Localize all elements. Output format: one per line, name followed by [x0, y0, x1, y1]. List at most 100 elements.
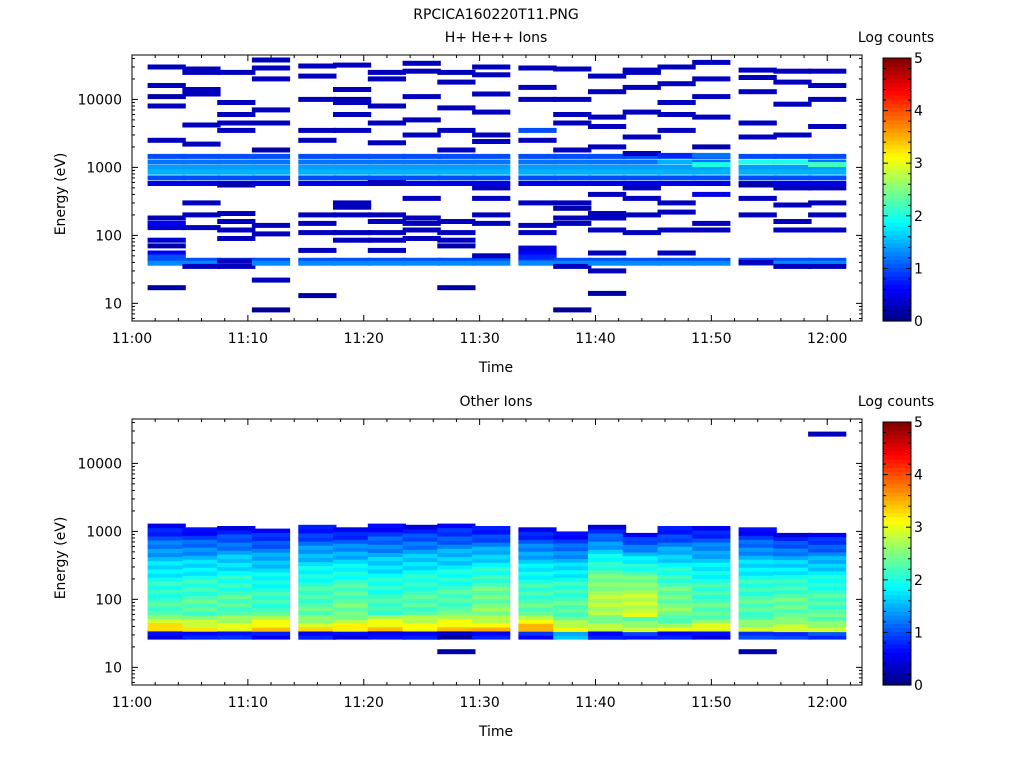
heatmap-cell — [773, 631, 812, 636]
y-tick-label: 10 — [104, 296, 122, 312]
colorbar-segment — [883, 537, 911, 542]
heatmap-cell — [553, 619, 592, 625]
colorbar-segment — [883, 131, 911, 137]
heatmap-cell — [808, 616, 847, 621]
heatmap-cell — [367, 548, 406, 553]
heatmap-cell — [217, 164, 256, 170]
heatmap-cell — [773, 544, 812, 549]
heatmap-cell — [622, 169, 661, 175]
heatmap-cell — [808, 593, 847, 598]
colorbar-segment — [883, 230, 911, 236]
heatmap-cell — [738, 583, 777, 588]
heatmap-cell — [773, 589, 812, 595]
heatmap-cell — [298, 220, 337, 226]
heatmap-cell — [588, 635, 627, 640]
heatmap-cell — [472, 175, 511, 181]
heatmap-cell — [333, 543, 372, 548]
heatmap-cell — [333, 559, 372, 564]
heatmap-cell — [692, 618, 731, 624]
heatmap-cell — [622, 563, 661, 568]
heatmap-cell — [553, 604, 592, 609]
heatmap-cell — [472, 602, 511, 608]
heatmap-cell — [692, 550, 731, 555]
heatmap-cell — [588, 533, 627, 538]
heatmap-cell — [692, 59, 731, 65]
heatmap-cell — [622, 605, 661, 610]
heatmap-cell — [402, 181, 441, 186]
heatmap-cell — [182, 611, 221, 616]
heatmap-cell — [217, 159, 256, 165]
colorbar-segment — [883, 479, 911, 485]
heatmap-cell — [147, 169, 186, 175]
heatmap-cell — [518, 575, 557, 580]
heatmap-cell — [298, 96, 337, 102]
heatmap-cell — [333, 539, 372, 544]
heatmap-cell — [588, 565, 627, 571]
heatmap-cell — [147, 610, 186, 615]
heatmap-cell — [553, 558, 592, 563]
heatmap-cell — [588, 553, 627, 558]
heatmap-cell — [622, 212, 661, 218]
heatmap-cell — [622, 548, 661, 553]
heatmap-cell — [518, 583, 557, 588]
heatmap-cell — [588, 573, 627, 579]
heatmap-cell — [437, 147, 476, 153]
heatmap-cell — [622, 260, 661, 266]
heatmap-cell — [738, 559, 777, 564]
heatmap-cell — [217, 606, 256, 612]
heatmap-cell — [773, 68, 812, 74]
heatmap-cell — [182, 535, 221, 540]
colorbar-segment — [883, 173, 911, 178]
heatmap-cell — [437, 79, 476, 85]
x-tick-label: 11:00 — [112, 695, 152, 711]
heatmap-cell — [217, 120, 256, 126]
heatmap-cell — [437, 527, 476, 533]
heatmap-cell — [402, 533, 441, 538]
heatmap-cell — [472, 570, 511, 575]
colorbar-segment — [883, 438, 911, 444]
heatmap-cell — [588, 631, 627, 636]
colorbar-tick-label: 3 — [914, 156, 923, 172]
heatmap-cell — [298, 127, 337, 133]
colorbar-segment — [883, 541, 911, 546]
heatmap-cell — [588, 626, 627, 632]
heatmap-cell — [437, 569, 476, 574]
heatmap-cell — [402, 590, 441, 595]
heatmap-cell — [251, 107, 291, 113]
colorbar-segment — [883, 242, 911, 248]
heatmap-cell — [738, 169, 777, 175]
heatmap-cell — [472, 631, 511, 636]
colorbar-segment — [883, 255, 911, 260]
heatmap-cell — [518, 250, 557, 256]
heatmap-cell — [657, 100, 696, 105]
heatmap-cell — [182, 169, 221, 175]
colorbar-tick-label: 2 — [914, 573, 923, 589]
colorbar-segment — [883, 442, 911, 448]
heatmap-cell — [773, 169, 812, 175]
heatmap-cell — [808, 159, 847, 165]
heatmap-cell — [437, 602, 476, 607]
heatmap-cell — [333, 579, 372, 584]
heatmap-cell — [588, 250, 627, 256]
heatmap-cell — [298, 181, 337, 186]
heatmap-cell — [147, 573, 186, 578]
colorbar-segment — [883, 164, 911, 170]
colorbar-segment — [883, 615, 911, 620]
panel-1: 11:00 11:10 11:20 11:30 11:40 11:50 12:0010100… — [53, 30, 934, 376]
heatmap-cell — [518, 254, 557, 260]
colorbar-segment — [883, 516, 911, 522]
heatmap-cell — [692, 546, 731, 551]
heatmap-cell — [437, 585, 476, 591]
heatmap-cell — [808, 260, 847, 266]
heatmap-cell — [808, 631, 847, 636]
heatmap-cell — [472, 606, 511, 612]
heatmap-cell — [437, 237, 476, 243]
heatmap-cell — [472, 185, 511, 191]
heatmap-cell — [588, 268, 627, 274]
heatmap-cell — [553, 562, 592, 567]
heatmap-cell — [518, 559, 557, 564]
heatmap-cell — [217, 610, 256, 616]
heatmap-cell — [147, 523, 186, 529]
heatmap-cell — [588, 557, 627, 563]
heatmap-cell — [298, 626, 337, 632]
